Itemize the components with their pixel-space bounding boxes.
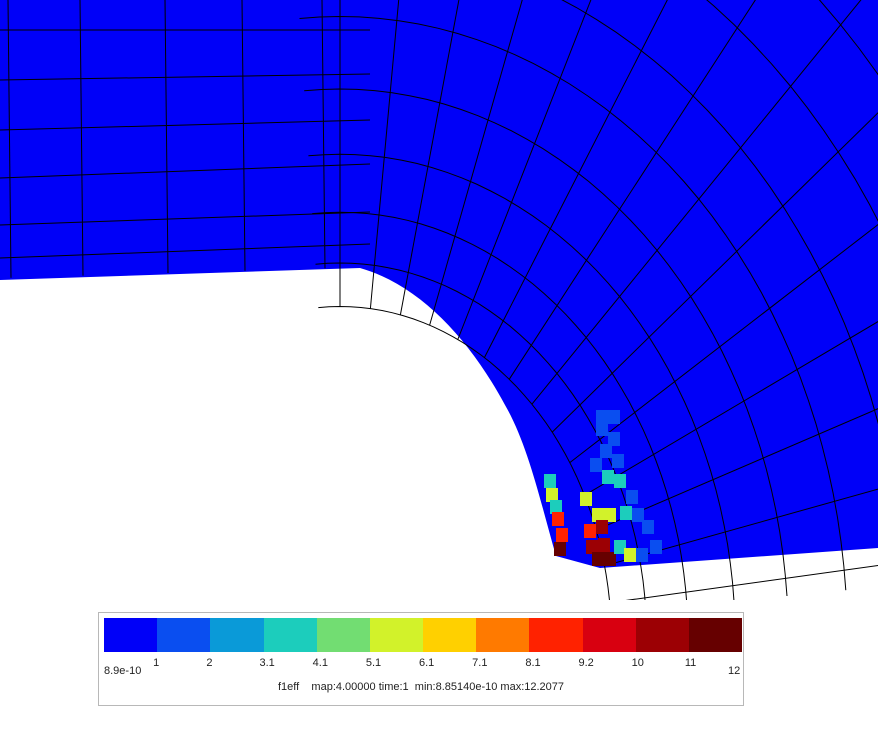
hotspot-cell bbox=[584, 524, 596, 538]
colorbar-tick-label: 2 bbox=[206, 657, 213, 669]
hotspot-cell bbox=[602, 470, 614, 484]
mesh-spoke-line bbox=[625, 565, 878, 600]
hotspot-cell bbox=[596, 410, 608, 424]
hotspot-cell bbox=[600, 444, 612, 458]
mesh-spoke-line bbox=[569, 223, 878, 463]
mesh-spoke-line bbox=[399, 0, 460, 315]
hotspot-cell bbox=[612, 454, 624, 468]
stress-hotspot bbox=[544, 410, 662, 566]
mesh-column-line bbox=[241, 0, 246, 271]
hotspot-cell bbox=[598, 538, 610, 552]
mesh-arc-line bbox=[312, 211, 688, 600]
hotspot-cell bbox=[604, 552, 616, 566]
hotspot-cell bbox=[614, 540, 626, 554]
mesh-row-line bbox=[0, 243, 371, 259]
hotspot-cell bbox=[556, 528, 568, 542]
mesh-row-line bbox=[0, 163, 371, 179]
colorbar-tick-label: 12 bbox=[728, 665, 741, 677]
colorbar-tick-label: 9.2 bbox=[578, 657, 594, 669]
caption-map: map:4.00000 bbox=[311, 681, 376, 693]
caption-max: max:12.2077 bbox=[500, 681, 565, 693]
mesh-arc-line bbox=[561, 0, 878, 425]
mesh-spoke-line bbox=[531, 0, 862, 405]
colorbar-tick-label: 7.1 bbox=[472, 657, 488, 669]
colorbar-tick-label: 4.1 bbox=[312, 657, 328, 669]
mesh-grid bbox=[0, 0, 878, 600]
mesh-spoke-line bbox=[429, 0, 523, 326]
hotspot-cell bbox=[604, 508, 616, 522]
colorbar-tick-label: 1 bbox=[153, 657, 160, 669]
mesh-spoke-line bbox=[369, 0, 400, 309]
caption-variable: f1eff bbox=[277, 681, 300, 693]
mesh-spoke-line bbox=[604, 488, 878, 567]
colorbar-swatch bbox=[316, 618, 370, 652]
hotspot-cell bbox=[608, 432, 620, 446]
legend-caption: f1eff map:4.00000 time:1 min:8.85140e-10… bbox=[0, 681, 842, 693]
mesh-spoke-line bbox=[508, 0, 756, 380]
colorbar-tick-label: 10 bbox=[631, 657, 644, 669]
mesh-row-line bbox=[0, 211, 371, 226]
mesh-region bbox=[0, 0, 878, 568]
mesh-arc-line bbox=[706, 0, 878, 222]
hotspot-cell bbox=[544, 474, 556, 488]
mesh-arc-line bbox=[308, 153, 735, 600]
hotspot-cell bbox=[650, 540, 662, 554]
hotspot-cell bbox=[586, 540, 598, 554]
colorbar-swatch bbox=[157, 618, 211, 652]
mesh-column-line bbox=[79, 0, 84, 276]
mesh-spoke-line bbox=[551, 112, 878, 433]
caption-time: time:1 bbox=[378, 681, 409, 693]
caption-min: min:8.85140e-10 bbox=[414, 681, 498, 693]
mesh-row-line bbox=[0, 119, 371, 131]
colorbar-swatch bbox=[529, 618, 583, 652]
hotspot-cell bbox=[550, 500, 562, 514]
mesh-arc-line bbox=[299, 15, 847, 591]
hotspot-cell bbox=[554, 542, 566, 556]
mesh-view bbox=[0, 0, 878, 600]
hotspot-cell bbox=[608, 410, 620, 424]
mesh-spoke-line bbox=[457, 0, 592, 340]
hotspot-cell bbox=[614, 474, 626, 488]
mesh-row-line bbox=[0, 73, 371, 81]
hotspot-cell bbox=[636, 548, 648, 562]
hotspot-cell bbox=[624, 548, 636, 562]
hotspot-cell bbox=[580, 492, 592, 506]
hotspot-cell bbox=[632, 508, 644, 522]
mesh-arc-line bbox=[304, 88, 788, 597]
colorbar-tick-label: 8.1 bbox=[525, 657, 541, 669]
hotspot-cell bbox=[596, 520, 608, 534]
colorbar-swatch bbox=[582, 618, 636, 652]
colorbar-tick-label: 11 bbox=[684, 657, 697, 669]
mesh-column-line bbox=[321, 0, 326, 269]
colorbar-swatch bbox=[635, 618, 689, 652]
mesh-spoke-line bbox=[596, 408, 878, 531]
colorbar-tick-label: 6.1 bbox=[419, 657, 435, 669]
hotspot-cell bbox=[620, 506, 632, 520]
hotspot-cell bbox=[546, 488, 558, 502]
colorbar bbox=[104, 618, 743, 652]
hotspot-cell bbox=[642, 520, 654, 534]
hotspot-cell bbox=[596, 422, 608, 436]
colorbar-swatch bbox=[210, 618, 264, 652]
colorbar-swatch bbox=[423, 618, 477, 652]
colorbar-tick-label: 5.1 bbox=[365, 657, 382, 669]
hotspot-cell bbox=[626, 490, 638, 504]
colorbar-tick-label: 3.1 bbox=[259, 657, 275, 669]
mesh-column-line bbox=[7, 0, 12, 278]
colorbar-swatch bbox=[688, 618, 743, 652]
mesh-spoke-line bbox=[483, 0, 668, 358]
hotspot-cell bbox=[590, 458, 602, 472]
colorbar-swatch bbox=[263, 618, 317, 652]
hotspot-cell bbox=[552, 512, 564, 526]
hotspot-cell bbox=[592, 508, 604, 522]
colorbar-tick-label: 8.9e-10 bbox=[104, 665, 142, 677]
mesh-column-line bbox=[164, 0, 169, 274]
colorbar-swatch bbox=[104, 618, 158, 652]
colorbar-swatch bbox=[369, 618, 424, 652]
mesh-spoke-line bbox=[584, 321, 878, 496]
colorbar-swatch bbox=[476, 618, 530, 652]
mesh-body bbox=[0, 0, 878, 568]
hotspot-cell bbox=[592, 552, 604, 566]
